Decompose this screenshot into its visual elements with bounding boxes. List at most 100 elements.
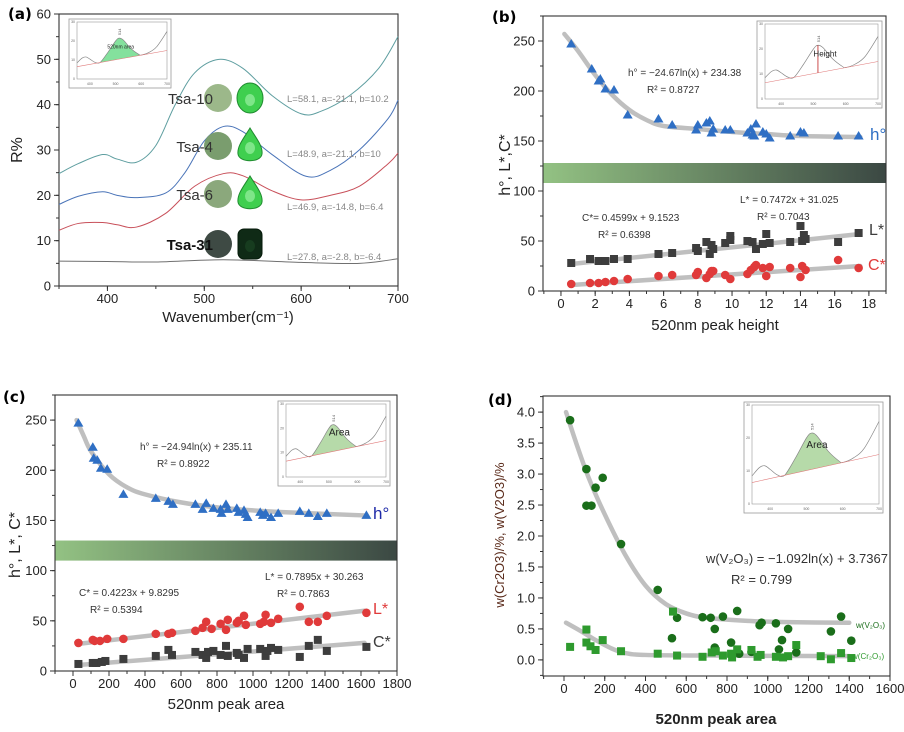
data-point-triangle — [667, 120, 678, 129]
data-point-square — [164, 645, 173, 654]
data-point-square — [567, 259, 576, 267]
data-point-circle — [698, 612, 707, 622]
fit-equation: C* = 0.4223x + 9.8295 — [79, 588, 180, 599]
x-tick-label: 700 — [387, 291, 409, 306]
x-tick-label: 2 — [592, 296, 599, 311]
data-point-square — [209, 646, 218, 655]
sample-label: Tsa-6 — [176, 187, 213, 204]
data-point-triangle — [798, 128, 809, 137]
data-point-circle — [783, 624, 793, 634]
data-point-circle — [239, 611, 249, 621]
x-tick-label: 0 — [560, 681, 567, 696]
x-tick-label: 1200 — [275, 676, 304, 691]
y-tick-label: 0 — [44, 279, 51, 294]
data-point-square — [698, 652, 707, 661]
data-point-triangle — [303, 508, 314, 517]
fit-equation: L* = 0.7472x + 31.025 — [740, 195, 839, 206]
spectrum-line-tsa-31 — [58, 258, 399, 265]
data-point-square — [784, 652, 793, 661]
data-point-triangle — [622, 110, 633, 119]
r-squared-label: R² = 0.8922 — [157, 459, 210, 470]
data-point-triangle — [692, 120, 703, 129]
data-point-triangle — [102, 464, 113, 473]
data-point-triangle — [785, 131, 796, 140]
x-tick-label: 1000 — [239, 676, 268, 691]
gem-highlight — [245, 94, 255, 106]
x-axis-title: 520nm peak area — [656, 711, 778, 727]
data-point-circle — [191, 626, 200, 636]
x-tick-label: 400 — [97, 291, 119, 306]
data-point-square — [709, 245, 718, 253]
inset-spectrum — [76, 31, 168, 64]
data-point-square — [623, 255, 632, 263]
inset-spectrum — [764, 36, 879, 79]
data-point-circle — [216, 619, 225, 629]
x-tick-label: 12 — [759, 296, 773, 311]
inset-peak-label: 514 — [117, 28, 122, 35]
data-point-triangle — [208, 503, 219, 512]
data-point-square — [617, 647, 626, 656]
data-point-circle — [591, 483, 600, 492]
data-point-circle — [313, 617, 323, 627]
inset-xtick-label: 600 — [843, 102, 849, 106]
data-point-square — [256, 644, 265, 653]
fit-equation: C*= 0.4599x + 9.1523 — [582, 213, 680, 224]
data-point-triangle — [260, 508, 271, 517]
data-point-square — [748, 238, 757, 246]
y-tick-label: 3.0 — [517, 467, 535, 482]
inset-xtick-label: 700 — [164, 82, 170, 86]
data-point-square — [168, 650, 176, 659]
x-tick-label: 18 — [862, 296, 876, 311]
color-swatch — [204, 132, 232, 160]
y-tick-label: 40 — [37, 97, 51, 112]
data-point-circle — [791, 648, 801, 657]
data-point-circle — [598, 473, 608, 483]
data-point-square — [654, 250, 663, 258]
inset-d: 514 Area 400 500 600 700 0 10 20 30 — [743, 401, 884, 514]
y-tick-label: 2.0 — [517, 529, 535, 544]
x-tick-label: 14 — [793, 296, 807, 311]
data-point-square — [586, 642, 595, 651]
inset-xtick-label: 600 — [355, 480, 361, 484]
data-point-square — [847, 654, 856, 663]
inset-ytick-label: 0 — [282, 475, 284, 479]
data-point-square — [223, 651, 232, 660]
lab-value-text: L=58.1, a=-21.1, b=10.2 — [287, 94, 389, 105]
data-point-square — [705, 250, 714, 258]
data-point-square — [274, 645, 283, 654]
data-point-circle — [623, 274, 632, 284]
r-squared-label: R² = 0.799 — [731, 572, 792, 587]
x-tick-label: 8 — [694, 296, 701, 311]
data-point-triangle — [118, 489, 129, 498]
spectrum-line-tsa-6 — [58, 152, 399, 231]
data-point-square — [721, 239, 730, 247]
fit-curve — [563, 620, 852, 659]
color-gradient-band — [55, 540, 397, 561]
fit-curve — [563, 409, 852, 625]
data-point-triangle — [242, 512, 253, 521]
y-tick-label: 250 — [513, 34, 535, 49]
data-point-circle — [761, 271, 771, 281]
data-point-circle — [672, 613, 682, 623]
inset-peak-label: 514 — [331, 414, 336, 421]
series-label: C* — [373, 634, 391, 651]
data-point-circle — [565, 415, 575, 425]
inset-label: Area — [329, 428, 351, 439]
data-point-square — [779, 653, 788, 662]
sample-label: Tsa-4 — [176, 139, 213, 156]
data-point-circle — [726, 274, 735, 284]
inset-baseline — [285, 440, 387, 462]
inset-ytick-label: 10 — [759, 72, 763, 76]
data-point-square — [826, 655, 835, 664]
spectrum-line-tsa-4 — [58, 99, 399, 205]
data-point-square — [119, 654, 128, 663]
data-point-circle — [167, 628, 177, 638]
series-label: w(Cr₂O₃) — [851, 652, 884, 661]
data-point-circle — [594, 278, 603, 288]
y-tick-label: 10 — [37, 233, 51, 248]
data-point-circle — [854, 263, 863, 273]
inset-ytick-label: 30 — [280, 402, 284, 406]
x-tick-label: 1200 — [794, 681, 823, 696]
inset-xtick-label: 400 — [778, 102, 784, 106]
inset-label: 520nm area — [107, 45, 134, 51]
